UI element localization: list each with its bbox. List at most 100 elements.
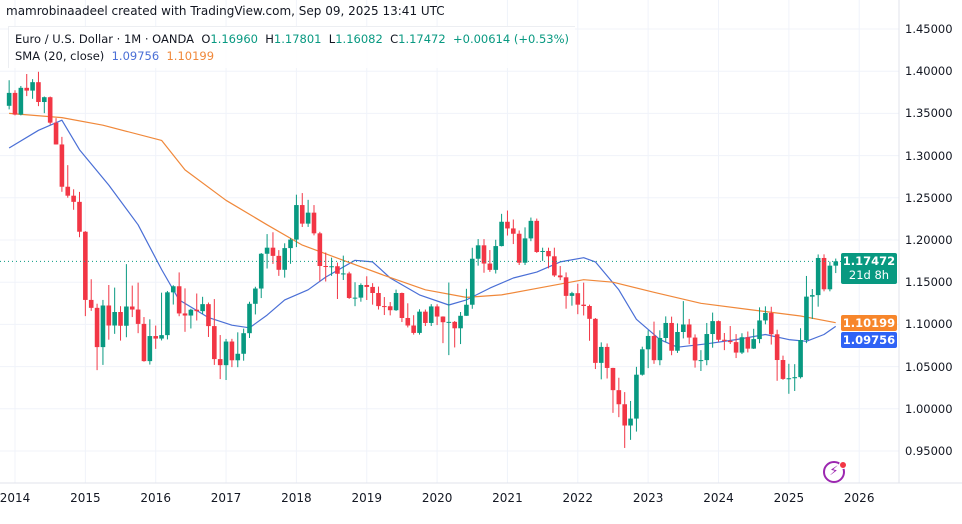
- candle-body: [739, 337, 745, 353]
- candle: [223, 338, 229, 381]
- sma-label[interactable]: SMA (20, close): [15, 49, 105, 63]
- candle: [792, 364, 798, 391]
- candle: [540, 247, 545, 261]
- candle-body: [598, 346, 604, 363]
- candle: [763, 306, 768, 325]
- current-price-label: 1.17472 21d 8h: [841, 253, 897, 284]
- time-tick-label: 2023: [632, 491, 664, 505]
- candle: [341, 255, 346, 281]
- candle-body: [692, 337, 698, 361]
- candle-body: [669, 322, 674, 351]
- candle: [458, 311, 463, 345]
- candle-countdown: 21d 8h: [848, 268, 890, 282]
- sma-blue-line: [8, 119, 837, 348]
- candle: [493, 239, 499, 274]
- candle: [153, 325, 158, 349]
- candle: [71, 189, 76, 210]
- candle-body: [129, 306, 135, 310]
- candle-body: [253, 288, 258, 304]
- candle: [651, 321, 657, 364]
- candle: [499, 213, 504, 247]
- candle-body: [135, 309, 141, 324]
- candle: [270, 232, 276, 264]
- price-tick-label: 1.30000: [905, 148, 953, 163]
- candle: [176, 272, 182, 317]
- price-tick-label: 1.35000: [905, 106, 953, 121]
- time-tick-label: 2015: [70, 491, 101, 505]
- lightning-bolt-icon[interactable]: ⚡︎: [823, 461, 845, 483]
- candle: [698, 350, 704, 371]
- candle: [675, 323, 680, 353]
- candle: [780, 355, 786, 380]
- candle: [575, 283, 581, 315]
- price-tick-label: 1.40000: [905, 64, 953, 79]
- candle-body: [393, 293, 399, 311]
- candle: [182, 288, 188, 332]
- candle-body: [698, 360, 704, 362]
- candle: [569, 291, 575, 306]
- candle: [815, 254, 821, 307]
- time-tick-label: 2017: [210, 491, 242, 505]
- candle: [428, 304, 434, 327]
- candle-body: [170, 286, 176, 293]
- sma-legend-row[interactable]: SMA (20, close) 1.09756 1.10199: [15, 48, 569, 65]
- candle-body: [751, 339, 756, 349]
- candle-body: [716, 321, 721, 340]
- candle-body: [364, 284, 370, 287]
- open-label: O: [201, 32, 211, 46]
- candle-body: [522, 238, 528, 263]
- candle-body: [733, 342, 739, 353]
- candle-body: [557, 275, 563, 278]
- candle: [170, 285, 176, 305]
- candle: [628, 400, 633, 440]
- candle: [24, 73, 30, 97]
- candle: [206, 302, 211, 337]
- candle: [358, 283, 364, 302]
- time-tick-label: 2026: [843, 491, 875, 505]
- candle-body: [264, 247, 270, 254]
- low-value: 1.16082: [335, 32, 383, 46]
- candle-body: [645, 335, 651, 350]
- candle: [100, 299, 106, 365]
- candle: [821, 254, 827, 292]
- symbol-legend-row[interactable]: Euro / U.S. Dollar · 1M · OANDA O1.16960…: [15, 31, 569, 48]
- candle-body: [745, 337, 751, 349]
- candle: [264, 234, 270, 269]
- symbol-name[interactable]: Euro / U.S. Dollar · 1M · OANDA: [15, 32, 195, 46]
- candle: [452, 321, 457, 348]
- close-value: 1.17472: [398, 32, 446, 46]
- candle: [241, 328, 246, 361]
- candle-body: [305, 212, 311, 224]
- candle: [405, 303, 411, 328]
- candle: [827, 261, 833, 292]
- candle: [739, 333, 745, 355]
- candle-body: [88, 299, 94, 308]
- candle-body: [516, 233, 522, 263]
- close-label: C: [390, 32, 399, 46]
- candle: [546, 247, 551, 269]
- notification-dot: [839, 461, 847, 469]
- candle: [387, 302, 393, 316]
- candle: [464, 288, 469, 316]
- candle-body: [65, 186, 71, 196]
- candle: [299, 193, 305, 228]
- candle-body: [804, 296, 809, 341]
- candle-body: [821, 257, 827, 290]
- candle-body: [42, 97, 47, 103]
- candle: [505, 210, 510, 236]
- candle: [534, 218, 540, 253]
- candle-body: [774, 334, 780, 361]
- candle: [434, 304, 440, 326]
- candle: [733, 334, 739, 359]
- candle: [282, 243, 287, 278]
- candle-body: [235, 353, 241, 361]
- candle-body: [358, 284, 364, 298]
- candle: [751, 328, 756, 349]
- candle: [165, 290, 170, 340]
- chart-legend: Euro / U.S. Dollar · 1M · OANDA O1.16960…: [8, 26, 575, 68]
- candle-body: [622, 404, 627, 426]
- candle-body: [141, 323, 147, 362]
- candle: [346, 271, 352, 299]
- high-label: H: [265, 32, 274, 46]
